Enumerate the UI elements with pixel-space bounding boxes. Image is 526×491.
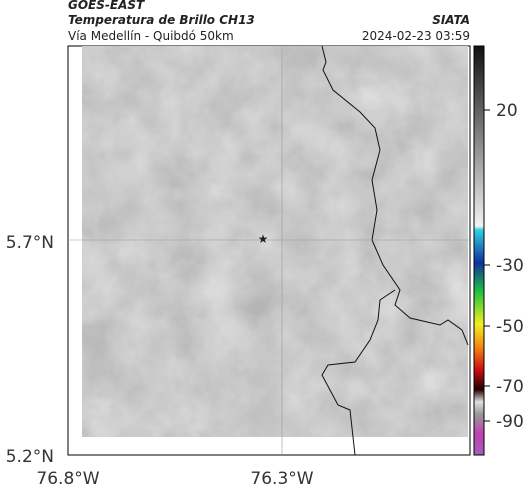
- agency: SIATA: [432, 13, 470, 27]
- colorbar-label: 20: [496, 101, 518, 121]
- timestamp: 2024-02-23 03:59: [362, 29, 470, 43]
- lon-label: 76.8°W: [36, 469, 99, 489]
- coastline: [321, 45, 469, 456]
- brightness-image: [82, 46, 468, 437]
- lon-label: 76.3°W: [250, 469, 313, 489]
- colorbar-label: -70: [496, 377, 524, 397]
- colorbar-label: -50: [496, 317, 524, 337]
- lat-label: 5.7°N: [6, 233, 54, 253]
- colorbar-labels: 20 -30 -50 -70 -90: [484, 101, 524, 432]
- source: GOES-EAST: [68, 0, 145, 12]
- colorbar-label: -30: [496, 256, 524, 276]
- colorbar: [473, 45, 485, 456]
- colorbar-label: -90: [496, 412, 524, 432]
- product: Temperatura de Brillo CH13: [68, 13, 255, 27]
- location-marker: ★: [258, 232, 269, 246]
- lat-label: 5.2°N: [6, 447, 54, 467]
- region: Vía Medellín - Quibdó 50km: [68, 29, 234, 43]
